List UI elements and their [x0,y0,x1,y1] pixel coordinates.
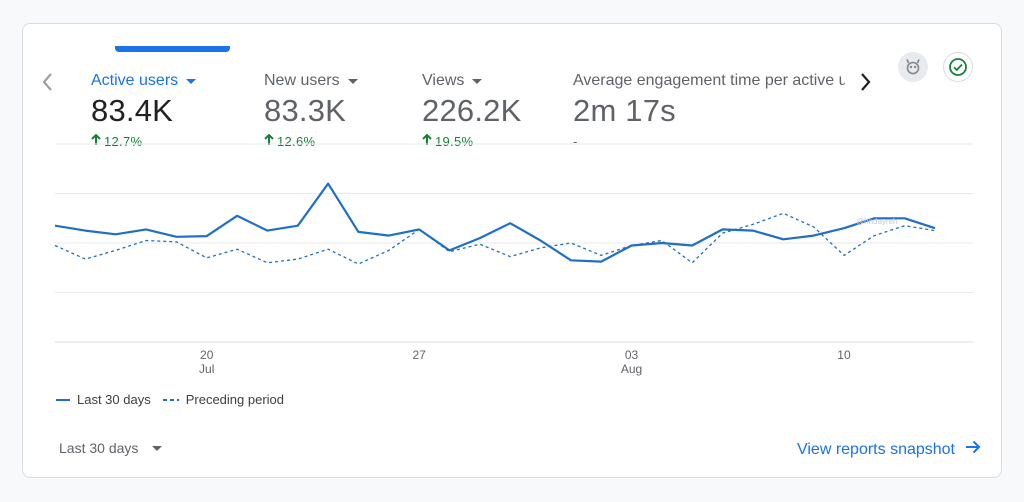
legend-item-current: Last 30 days [56,392,151,407]
dropdown-caret-icon [347,78,358,84]
chevron-right-icon[interactable] [853,70,877,94]
x-tick-month-label: Jul [199,362,214,376]
metric-title[interactable]: New users [264,72,358,90]
metric-title[interactable]: Average engagement time per active user [573,72,845,89]
metric-value: 83.4K [91,93,174,128]
x-tick-label: 03 [625,348,639,362]
arrow-up-icon [264,133,274,149]
metric-active-users[interactable]: Active users 83.4K 12.7% [91,72,197,149]
overview-card: Active users 83.4K 12.7% New users 83.3K… [22,23,1002,478]
check-circle-icon[interactable] [943,52,973,82]
metric-avg-engagement-time[interactable]: Average engagement time per active user … [573,72,845,149]
view-reports-snapshot-link[interactable]: View reports snapshot [797,440,981,459]
arrow-up-icon [422,133,432,149]
chart-legend: Last 30 days Preceding period [56,392,296,407]
metric-change: - [573,134,578,149]
dropdown-caret-icon [472,78,483,84]
arrow-right-icon [965,440,981,459]
x-tick-month-label: Aug [621,362,642,376]
series-line-preceding-period [54,212,936,265]
metric-views[interactable]: Views 226.2K 19.5% [422,72,521,149]
arrow-up-icon [91,133,101,149]
metric-value: 83.3K [264,93,347,128]
insights-mascot-icon[interactable] [898,52,928,82]
metric-new-users[interactable]: New users 83.3K 12.6% [264,72,358,149]
x-tick-label: 20 [200,348,214,362]
dropdown-caret-icon [152,445,163,451]
metric-title[interactable]: Active users [91,72,197,90]
metric-change: 19.5% [422,133,521,149]
x-tick-label: 10 [837,348,851,362]
series-line-last-30-days [54,182,936,263]
metric-change: 12.6% [264,133,358,149]
date-range-select[interactable]: Last 30 days [59,440,163,456]
dashed-line-swatch-icon [162,398,179,401]
metric-title[interactable]: Views [422,72,521,90]
metric-change: 12.7% [91,133,196,149]
x-tick-label: 27 [412,348,426,362]
dropdown-caret-icon [186,78,197,84]
metric-value: 2m 17s [573,93,676,128]
metric-value: 226.2K [422,93,522,128]
solid-line-swatch-icon [56,398,70,401]
legend-item-previous: Preceding period [162,392,284,407]
selected-tab-indicator [115,46,230,52]
chevron-left-icon[interactable] [36,71,58,93]
watermark-text: @hndayreh [856,217,898,226]
